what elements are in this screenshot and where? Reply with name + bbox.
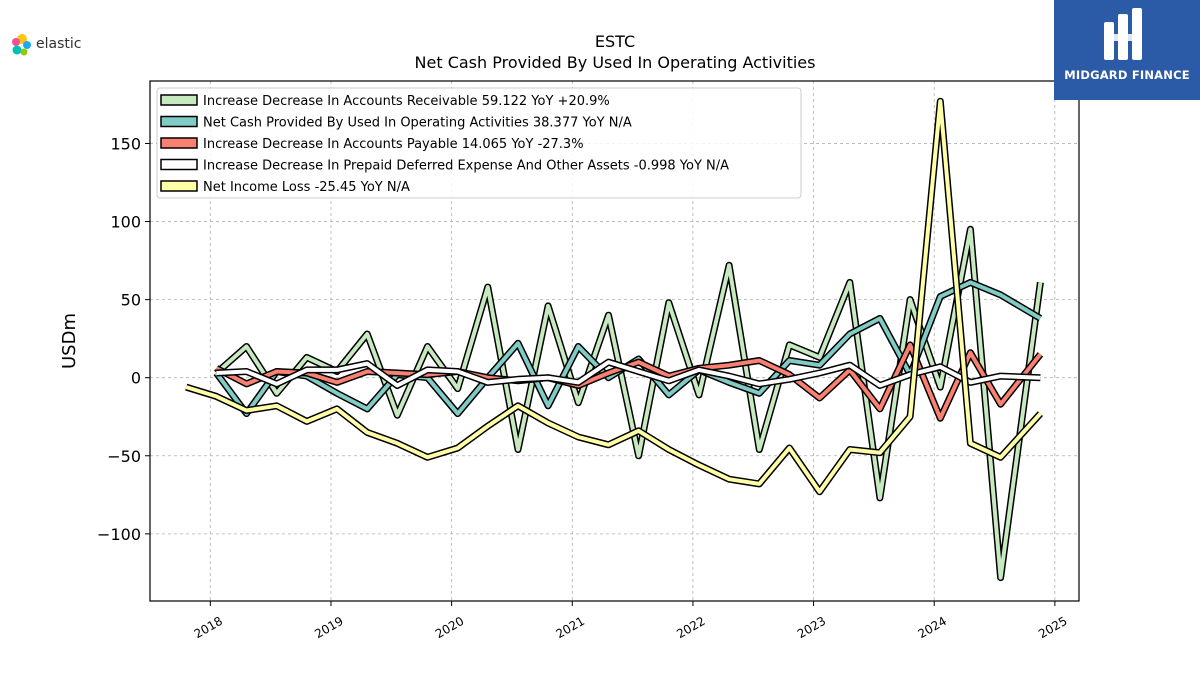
- legend-entry: Net Income Loss -25.45 YoY N/A: [203, 180, 410, 195]
- x-tick-label: 2021: [554, 614, 587, 641]
- legend-entry: Net Cash Provided By Used In Operating A…: [203, 116, 632, 131]
- chart-title: ESTC: [595, 32, 635, 51]
- y-tick-label: −50: [107, 447, 141, 466]
- y-tick-label: 150: [110, 134, 141, 153]
- y-axis-label: USDm: [59, 313, 80, 369]
- x-tick-label: 2023: [795, 614, 828, 641]
- midgard-logo-icon: [1104, 8, 1142, 60]
- midgard-finance-label: MIDGARD FINANCE: [1064, 68, 1190, 82]
- x-tick-label: 2024: [915, 614, 948, 641]
- midgard-finance-badge: MIDGARD FINANCE: [1054, 0, 1200, 100]
- series-line: [215, 227, 1043, 580]
- legend-entry: Increase Decrease In Accounts Receivable…: [203, 94, 610, 109]
- x-tick-label: 2025: [1036, 614, 1069, 641]
- series-line: [185, 99, 1042, 494]
- legend-swatch: [160, 115, 198, 128]
- y-tick-label: 100: [110, 213, 141, 232]
- legend: Increase Decrease In Accounts Receivable…: [156, 87, 802, 199]
- elastic-logo-icon: [12, 34, 31, 56]
- x-tick-label: 2019: [312, 614, 345, 641]
- elastic-logo: [8, 30, 98, 60]
- series-line: [216, 360, 1041, 388]
- elastic-wordmark: elastic: [36, 36, 82, 52]
- y-tick-label: 0: [131, 369, 141, 388]
- legend-entry: Increase Decrease In Prepaid Deferred Ex…: [203, 159, 729, 174]
- legend-swatch: [160, 158, 198, 171]
- legend-entry: Increase Decrease In Accounts Payable 14…: [203, 137, 584, 152]
- x-tick-label: 2020: [433, 614, 466, 641]
- legend-swatch: [160, 94, 198, 106]
- legend-box: [156, 87, 802, 199]
- y-tick-label: 50: [121, 291, 141, 310]
- x-tick-label: 2018: [192, 614, 225, 641]
- chart-subtitle: Net Cash Provided By Used In Operating A…: [415, 53, 816, 72]
- x-tick-label: 2022: [674, 614, 707, 641]
- plot-frame: [149, 80, 1080, 602]
- series-group: [185, 97, 1044, 582]
- legend-swatch: [160, 180, 198, 192]
- legend-swatch: [160, 137, 198, 149]
- y-tick-label: −100: [97, 525, 141, 544]
